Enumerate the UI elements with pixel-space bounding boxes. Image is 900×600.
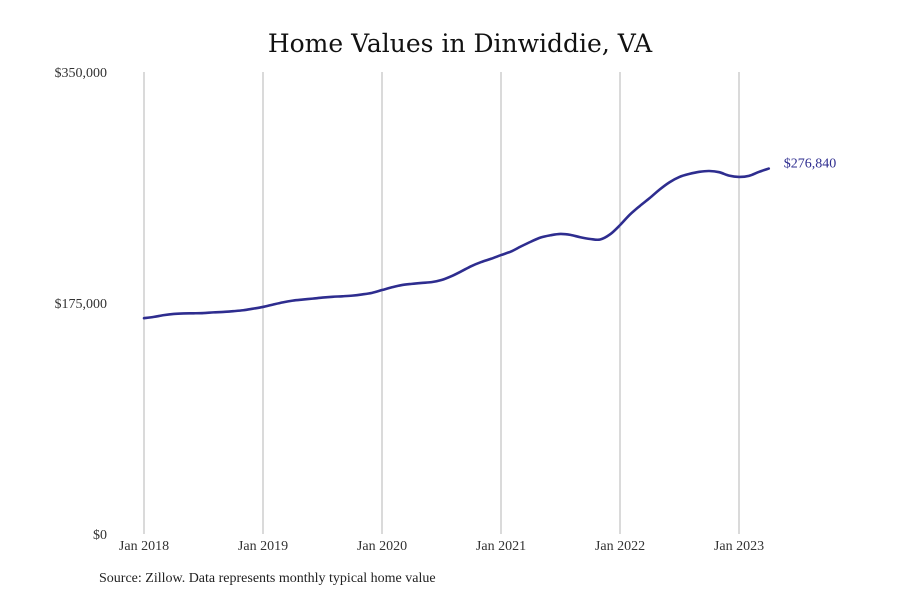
y-axis-ticks: $0 $175,000 $350,000 [55, 66, 108, 543]
x-tick-label: Jan 2020 [357, 539, 407, 554]
x-tick-label: Jan 2022 [595, 539, 645, 554]
gridlines [143, 72, 740, 534]
y-tick-label: $350,000 [55, 66, 108, 81]
end-value-label: $276,840 [784, 157, 837, 172]
series-line [142, 167, 771, 320]
source-note: Source: Zillow. Data represents monthly … [99, 571, 436, 586]
x-tick-label: Jan 2023 [714, 539, 764, 554]
x-tick-label: Jan 2019 [238, 539, 288, 554]
series-layer: $276,840 [142, 157, 837, 320]
y-tick-label: $0 [93, 528, 107, 543]
x-tick-label: Jan 2018 [119, 539, 169, 554]
chart-title: Home Values in Dinwiddie, VA [268, 29, 653, 58]
y-tick-label: $175,000 [55, 297, 108, 312]
x-tick-label: Jan 2021 [476, 539, 526, 554]
x-axis-ticks: Jan 2018 Jan 2019 Jan 2020 Jan 2021 Jan 2022… [119, 539, 764, 554]
